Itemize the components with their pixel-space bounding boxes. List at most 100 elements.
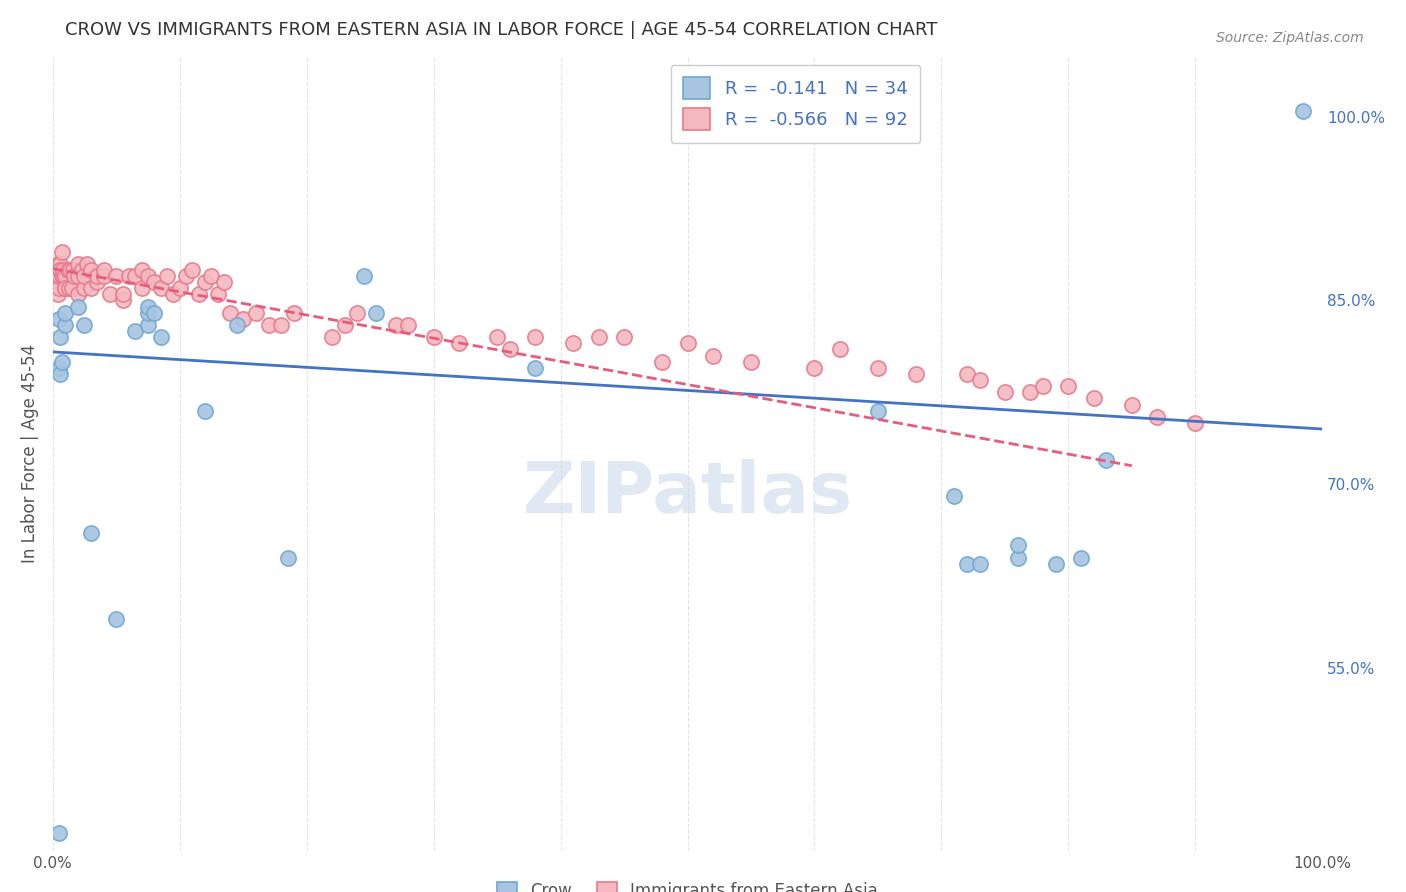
Point — [321, 330, 343, 344]
Point — [55, 306, 77, 320]
Point — [270, 318, 292, 332]
Point — [866, 360, 889, 375]
Point — [219, 306, 242, 320]
Point — [136, 306, 159, 320]
Point — [51, 244, 73, 259]
Point — [447, 336, 470, 351]
Point — [396, 318, 419, 332]
Point — [1121, 398, 1143, 412]
Point — [73, 268, 96, 283]
Point — [232, 311, 254, 326]
Point — [366, 306, 388, 320]
Point — [80, 526, 103, 541]
Point — [86, 275, 108, 289]
Point — [1007, 550, 1029, 565]
Point — [60, 281, 83, 295]
Point — [143, 275, 166, 289]
Point — [111, 293, 134, 308]
Point — [118, 268, 141, 283]
Point — [49, 263, 72, 277]
Point — [245, 306, 267, 320]
Point — [45, 268, 67, 283]
Point — [828, 343, 851, 357]
Point — [46, 263, 69, 277]
Point — [956, 367, 979, 381]
Point — [353, 268, 375, 283]
Point — [422, 330, 444, 344]
Point — [49, 330, 72, 344]
Point — [181, 263, 204, 277]
Point — [105, 268, 128, 283]
Point — [55, 268, 77, 283]
Point — [59, 263, 82, 277]
Point — [55, 318, 77, 332]
Point — [46, 257, 69, 271]
Point — [956, 557, 979, 571]
Point — [651, 354, 673, 368]
Point — [969, 373, 991, 387]
Point — [80, 263, 103, 277]
Point — [333, 318, 356, 332]
Point — [174, 268, 197, 283]
Point — [207, 287, 229, 301]
Point — [49, 257, 72, 271]
Point — [58, 281, 80, 295]
Point — [56, 263, 79, 277]
Point — [98, 287, 121, 301]
Point — [124, 268, 146, 283]
Point — [136, 318, 159, 332]
Point — [46, 287, 69, 301]
Point — [105, 612, 128, 626]
Point — [149, 330, 172, 344]
Point — [866, 403, 889, 417]
Point — [194, 403, 217, 417]
Point — [1007, 538, 1029, 552]
Point — [143, 306, 166, 320]
Point — [55, 281, 77, 295]
Point — [346, 306, 368, 320]
Point — [524, 330, 547, 344]
Legend: R =  -0.141   N = 34, R =  -0.566   N = 92: R = -0.141 N = 34, R = -0.566 N = 92 — [671, 65, 920, 143]
Point — [169, 281, 191, 295]
Point — [200, 268, 222, 283]
Point — [740, 354, 762, 368]
Point — [803, 360, 825, 375]
Text: Source: ZipAtlas.com: Source: ZipAtlas.com — [1216, 31, 1364, 45]
Point — [80, 281, 103, 295]
Point — [149, 281, 172, 295]
Point — [187, 287, 209, 301]
Point — [524, 360, 547, 375]
Point — [905, 367, 928, 381]
Point — [131, 263, 153, 277]
Point — [93, 263, 115, 277]
Point — [162, 287, 184, 301]
Point — [48, 268, 70, 283]
Point — [384, 318, 406, 332]
Point — [67, 257, 90, 271]
Point — [676, 336, 699, 351]
Point — [67, 268, 90, 283]
Point — [1032, 379, 1054, 393]
Point — [52, 263, 75, 277]
Point — [55, 281, 77, 295]
Point — [67, 287, 90, 301]
Point — [131, 281, 153, 295]
Point — [124, 324, 146, 338]
Y-axis label: In Labor Force | Age 45-54: In Labor Force | Age 45-54 — [21, 344, 39, 563]
Point — [111, 287, 134, 301]
Point — [67, 300, 90, 314]
Point — [1146, 409, 1168, 424]
Point — [994, 385, 1017, 400]
Point — [1184, 416, 1206, 430]
Point — [194, 275, 217, 289]
Point — [588, 330, 610, 344]
Point — [969, 557, 991, 571]
Point — [136, 300, 159, 314]
Point — [51, 268, 73, 283]
Point — [486, 330, 509, 344]
Text: ZIPatlas: ZIPatlas — [523, 458, 852, 528]
Text: CROW VS IMMIGRANTS FROM EASTERN ASIA IN LABOR FORCE | AGE 45-54 CORRELATION CHAR: CROW VS IMMIGRANTS FROM EASTERN ASIA IN … — [66, 21, 938, 39]
Point — [499, 343, 522, 357]
Point — [70, 263, 93, 277]
Point — [76, 257, 98, 271]
